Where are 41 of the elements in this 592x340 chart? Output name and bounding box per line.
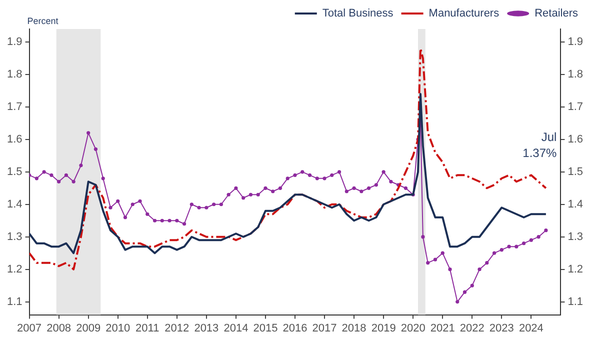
- x-tick-label: 2012: [164, 322, 190, 334]
- y-tick-label: 1.5: [6, 166, 22, 178]
- x-tick-label: 2009: [76, 322, 101, 334]
- y2-tick-label: 1.1: [568, 296, 584, 308]
- x-tick-label: 2017: [312, 322, 337, 334]
- y-tick-label: 1.1: [6, 296, 22, 308]
- x-tick-label: 2013: [194, 322, 219, 334]
- legend-label: Total Business: [322, 8, 394, 20]
- legend-label: Retailers: [534, 8, 578, 20]
- x-tick-label: 2008: [46, 322, 72, 334]
- x-tick-label: 2007: [17, 322, 42, 334]
- x-tick-label: 2022: [460, 322, 484, 334]
- x-tick-label: 2016: [282, 322, 308, 334]
- x-tick-label: 2020: [400, 322, 426, 334]
- y-tick-label: 1.4: [6, 198, 22, 210]
- x-tick-label: 2021: [430, 322, 455, 334]
- annotation: Jul 1.37%: [522, 130, 558, 160]
- y2-tick-label: 1.8: [568, 68, 584, 80]
- y2-tick-label: 1.6: [568, 133, 584, 146]
- x-tick-label: 2019: [371, 322, 396, 334]
- y2-tick-label: 1.4: [568, 198, 584, 210]
- x-tick-label: 2018: [342, 322, 366, 334]
- y-axis-title: Percent: [27, 16, 59, 26]
- y-tick-label: 1.2: [6, 263, 22, 276]
- y2-tick-label: 1.2: [568, 263, 584, 276]
- x-tick-label: 2014: [224, 322, 248, 334]
- y2-tick-label: 1.9: [568, 36, 584, 48]
- y2-tick-label: 1.5: [568, 166, 584, 178]
- x-tick-label: 2015: [253, 322, 278, 334]
- x-tick-label: 2011: [136, 322, 160, 334]
- y2-tick-label: 1.3: [568, 230, 584, 243]
- x-tick-label: 2010: [106, 322, 130, 334]
- y-tick-label: 1.3: [6, 230, 22, 243]
- legend-label: Manufacturers: [428, 8, 500, 20]
- y-tick-label: 1.7: [6, 100, 22, 113]
- x-tick-label: 2023: [489, 322, 514, 334]
- y-tick-label: 1.8: [6, 68, 22, 80]
- y-tick-label: 1.9: [6, 36, 22, 48]
- x-tick-label: 2024: [518, 322, 544, 334]
- y-tick-label: 1.6: [6, 133, 22, 146]
- y2-tick-label: 1.7: [568, 100, 584, 113]
